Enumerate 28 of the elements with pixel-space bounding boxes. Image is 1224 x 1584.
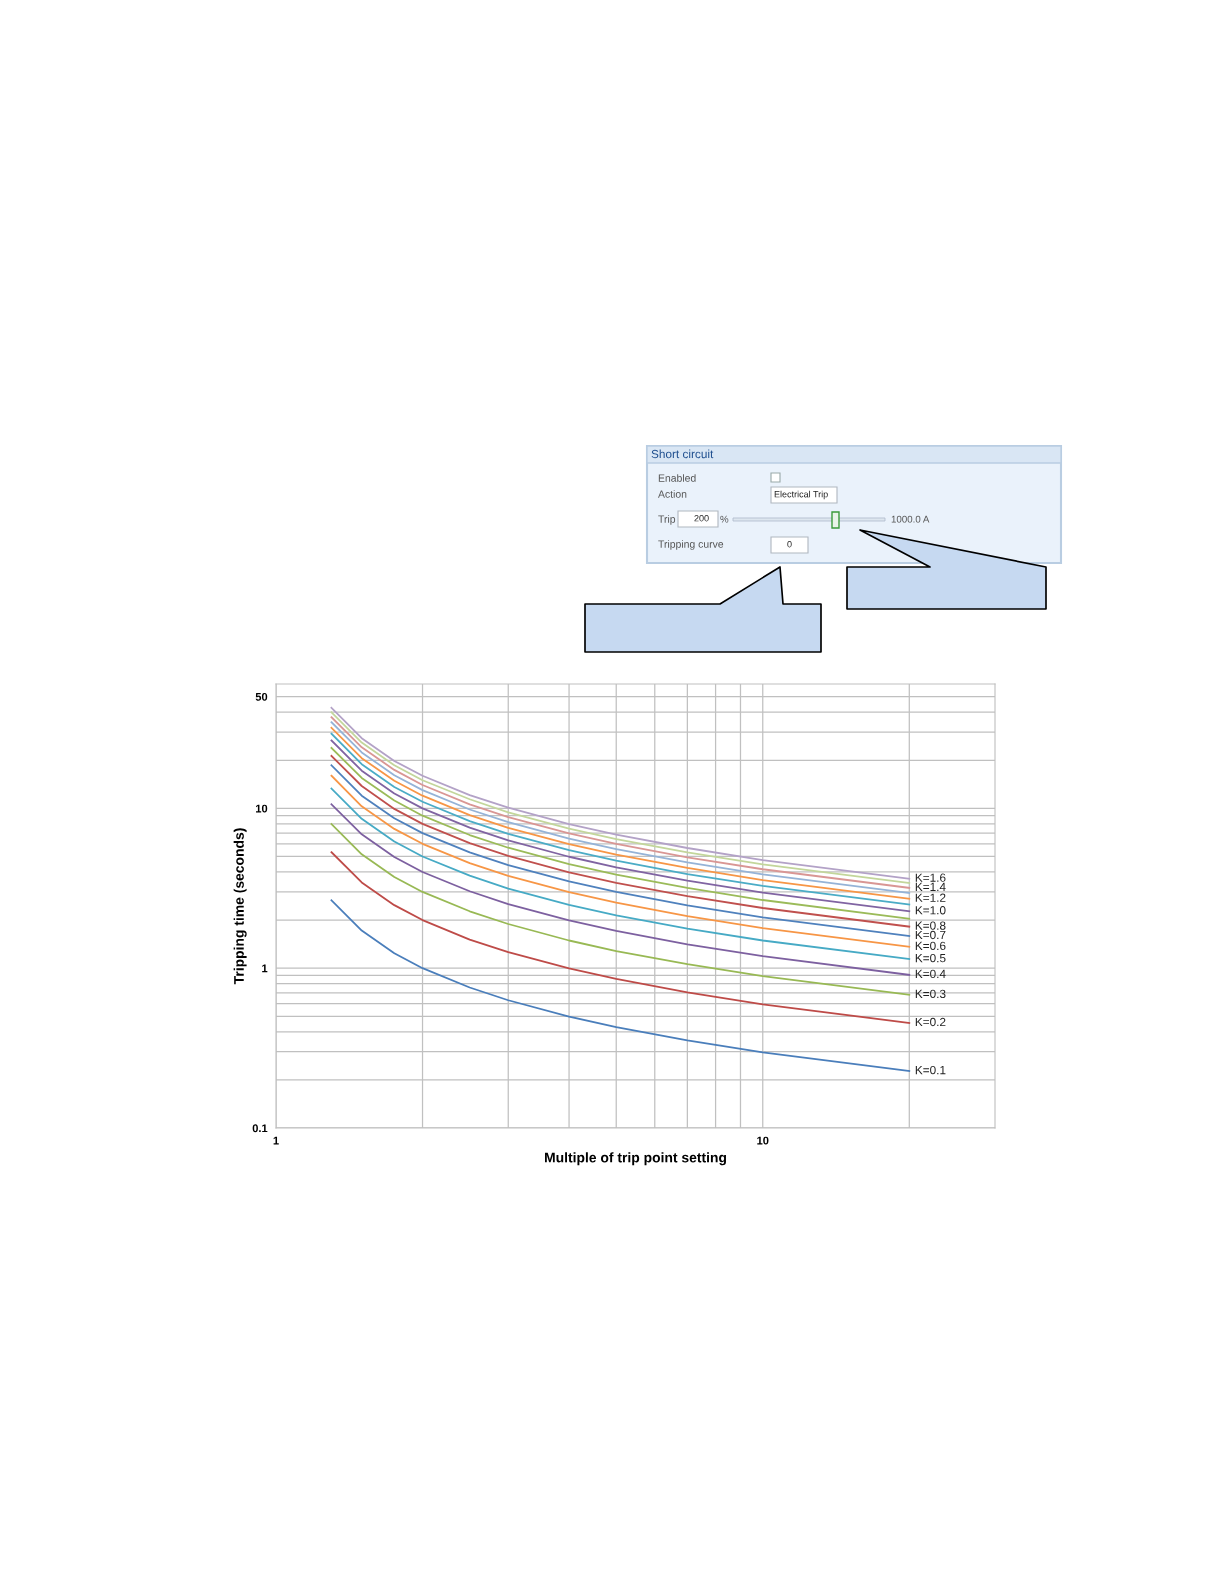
series-label: K=0.6 bbox=[915, 941, 946, 951]
series-label: K=0.2 bbox=[915, 1017, 946, 1027]
y-tick-label: 10 bbox=[256, 804, 268, 813]
series-label: K=0.5 bbox=[915, 953, 946, 963]
text: % bbox=[720, 515, 729, 523]
series-label: K=0.4 bbox=[915, 969, 946, 979]
y-tick-label: 0.1 bbox=[252, 1124, 268, 1133]
text: 0 bbox=[787, 541, 792, 548]
text: Tripping curve bbox=[658, 540, 724, 550]
text: 200 bbox=[694, 515, 709, 522]
text: Action bbox=[658, 490, 687, 498]
text: Enabled bbox=[658, 474, 696, 482]
y-axis-title: Tripping time (seconds) bbox=[233, 828, 247, 985]
series-label: K=1.4 bbox=[915, 882, 946, 891]
series-label: K=0.1 bbox=[915, 1065, 946, 1075]
series-label: K=0.7 bbox=[915, 930, 946, 940]
text: 1000.0 A bbox=[891, 515, 930, 523]
y-tick-label: 1 bbox=[262, 964, 268, 973]
text: Electrical Trip bbox=[774, 490, 828, 500]
series-label: K=0.3 bbox=[915, 989, 946, 999]
x-axis-title: Multiple of trip point setting bbox=[545, 1152, 726, 1166]
text: Trip bbox=[658, 515, 676, 525]
text: Short circuit bbox=[651, 449, 714, 459]
y-tick-label: 50 bbox=[255, 692, 268, 701]
series-label: K=0.8 bbox=[915, 921, 946, 930]
series-label: K=1.6 bbox=[915, 873, 946, 882]
series-label: K=1.0 bbox=[915, 906, 946, 915]
series-label: K=1.2 bbox=[915, 893, 946, 902]
